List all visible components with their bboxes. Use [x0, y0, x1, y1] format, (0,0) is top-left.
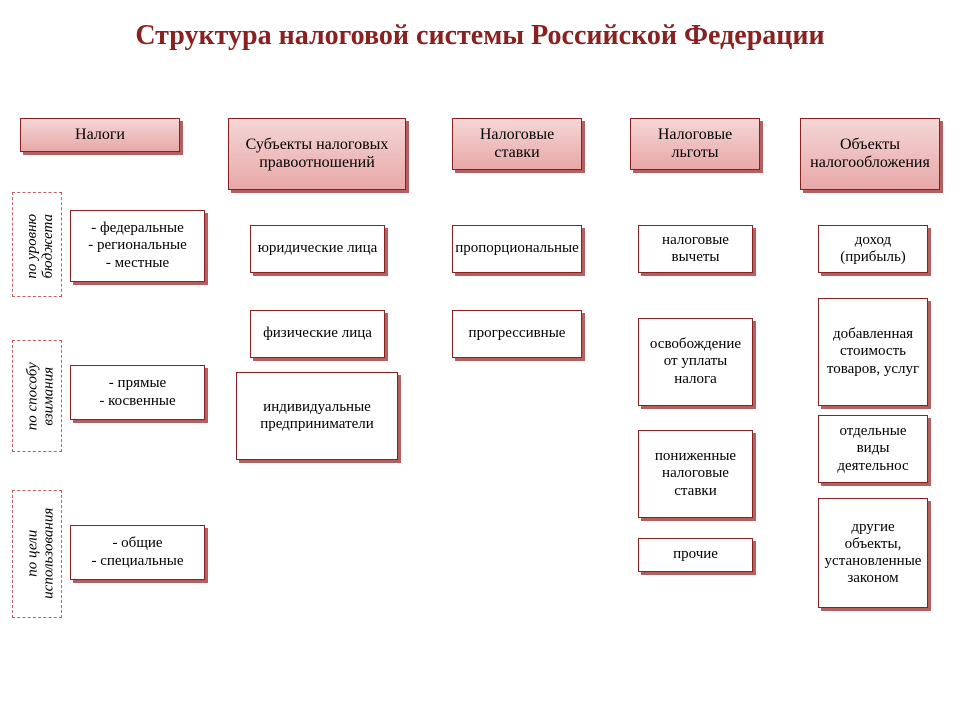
item-direct-indirect: - прямые - косвенные [70, 365, 205, 420]
item-other-objects: другие объекты, установленные законом [818, 498, 928, 608]
vlabel-purpose-b: использования [40, 491, 57, 616]
item-exemption: освобождение от уплаты налога [638, 318, 753, 406]
item-entrepreneurs: индивидуальные предприниматели [236, 372, 398, 460]
item-general-special: - общие - специальные [70, 525, 205, 580]
item-legal-entities: юридические лица [250, 225, 385, 273]
item-reduced-rates: пониженные налоговые ставки [638, 430, 753, 518]
vlabel-method-b: взимания [40, 344, 57, 449]
vlabel-purpose-a: по цели [24, 491, 41, 616]
header-taxes: Налоги [20, 118, 180, 152]
vlabel-budget-b: бюджета [40, 196, 57, 296]
page-title: Структура налоговой системы Российской Ф… [0, 18, 960, 53]
header-subjects: Субъекты налоговых правоотношений [228, 118, 406, 190]
vlabel-budget-a: по уровню [24, 196, 41, 296]
item-progressive: прогрессивные [452, 310, 582, 358]
item-income: доход (прибыль) [818, 225, 928, 273]
header-objects: Объекты налогообложения [800, 118, 940, 190]
item-activities: отдельные виды деятельнос [818, 415, 928, 483]
header-benefits: Налоговые льготы [630, 118, 760, 170]
item-proportional: пропорциональные [452, 225, 582, 273]
header-rates: Налоговые ставки [452, 118, 582, 170]
vlabel-method-a: по способу [24, 344, 41, 449]
item-tax-deductions: налоговые вычеты [638, 225, 753, 273]
item-vat: добавленная стоимость товаров, услуг [818, 298, 928, 406]
item-individuals: физические лица [250, 310, 385, 358]
item-other-benefits: прочие [638, 538, 753, 572]
item-federal-regional-local: - федеральные - региональные - местные [70, 210, 205, 282]
